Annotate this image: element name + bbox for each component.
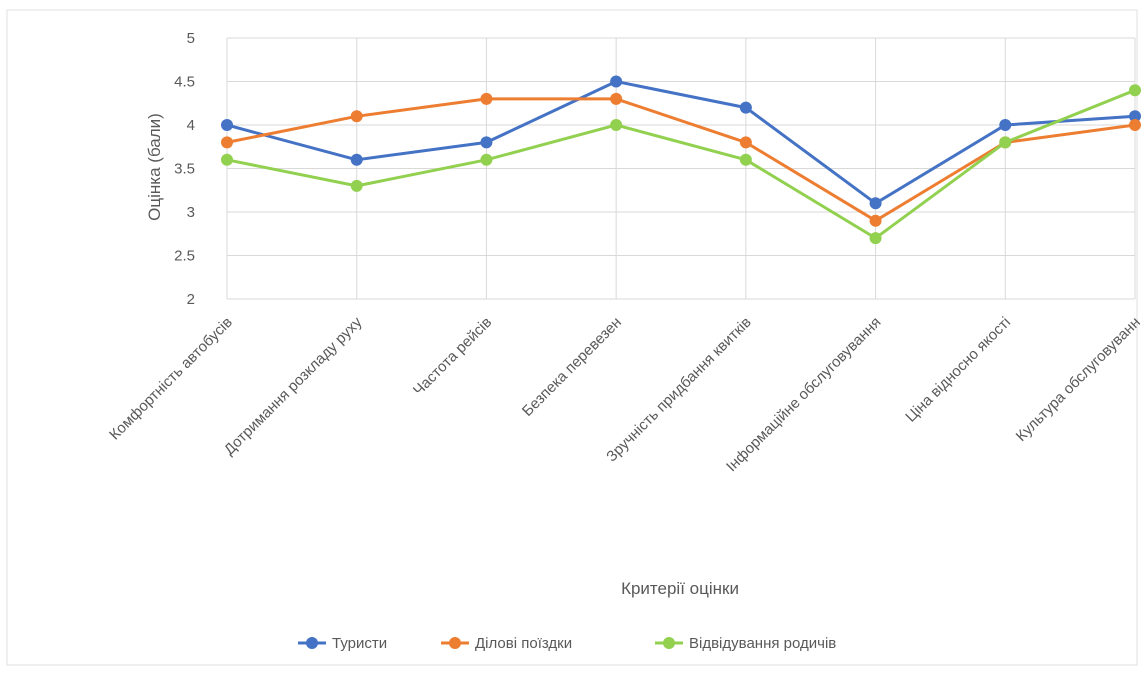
data-point — [999, 119, 1012, 131]
series-2 — [221, 92, 1141, 227]
series-1 — [221, 75, 1141, 210]
data-point — [739, 136, 752, 149]
data-point — [221, 153, 233, 166]
data-point — [869, 197, 882, 210]
y-axis-ticks: 2 2.5 3 3.5 4 4.5 5 — [174, 30, 195, 308]
y-tick-label: 5 — [187, 30, 195, 47]
data-point — [480, 153, 493, 166]
data-point — [869, 232, 882, 245]
y-tick-label: 4 — [187, 117, 195, 134]
chart-area — [6, 9, 1138, 666]
series-lines — [221, 75, 1141, 245]
data-point — [350, 110, 363, 123]
y-tick-label: 3.5 — [174, 161, 195, 178]
y-tick-label: 4.5 — [174, 74, 195, 91]
y-tick-label: 2.5 — [174, 248, 195, 265]
data-point — [999, 136, 1012, 149]
y-tick-label: 3 — [187, 204, 195, 221]
series-3 — [221, 84, 1141, 245]
series-line — [225, 80, 1137, 205]
x-axis-title: Критерії оцінки — [621, 579, 739, 598]
data-point — [1129, 119, 1141, 131]
legend: Туристи Ділові поїздки Відвідування родичі… — [298, 635, 836, 652]
legend-marker — [663, 637, 675, 649]
legend-item: Ділові поїздки — [441, 635, 572, 652]
data-point — [350, 179, 363, 192]
legend-marker — [306, 637, 318, 649]
data-point — [480, 92, 493, 105]
series-line — [225, 97, 1137, 223]
legend-marker — [449, 637, 461, 649]
data-point — [869, 214, 882, 227]
data-point — [350, 153, 363, 166]
y-tick-label: 2 — [187, 291, 195, 308]
data-point — [480, 136, 493, 149]
legend-label: Ділові поїздки — [475, 635, 572, 652]
data-point — [610, 92, 623, 105]
series-line — [225, 88, 1137, 240]
data-point — [1129, 84, 1141, 97]
data-point — [739, 153, 752, 166]
legend-label: Відвідування родичів — [689, 635, 836, 652]
data-point — [221, 119, 233, 131]
legend-item: Туристи — [298, 635, 387, 652]
legend-item: Відвідування родичів — [655, 635, 836, 652]
data-point — [610, 75, 623, 88]
data-point — [610, 119, 623, 131]
y-axis-title: Оцінка (бали) — [145, 113, 164, 221]
data-point — [221, 136, 233, 149]
data-point — [739, 101, 752, 114]
legend-label: Туристи — [332, 635, 387, 652]
data-point — [1129, 110, 1141, 123]
